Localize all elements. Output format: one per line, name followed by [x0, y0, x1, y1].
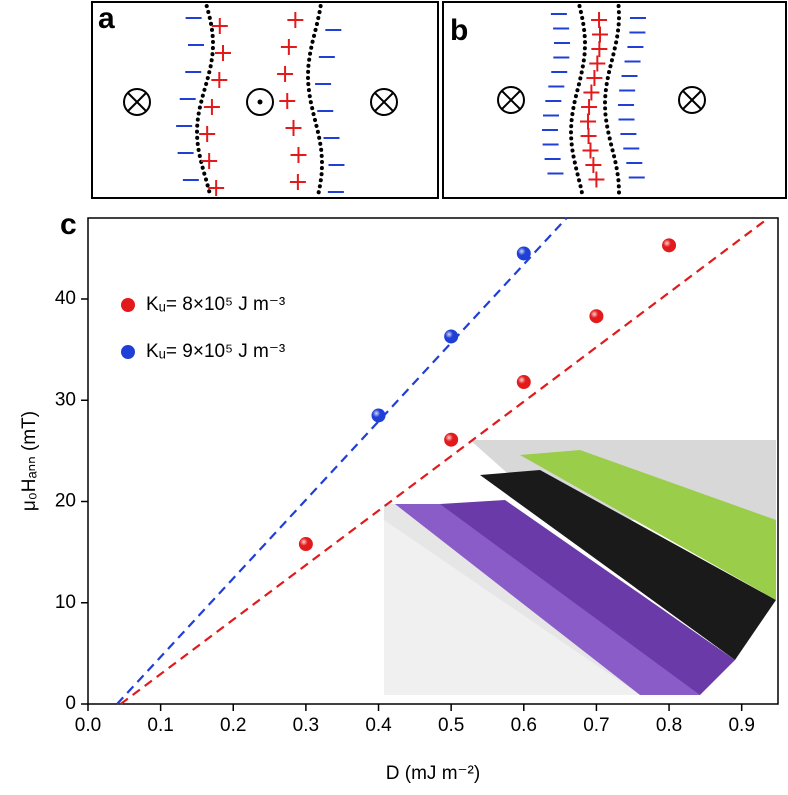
x-tick-label: 0.4: [365, 715, 392, 736]
panel-label: b: [450, 14, 468, 47]
legend-label: Kᵤ= 9×10⁵ J m⁻³: [146, 341, 285, 362]
x-tick-label: 0.9: [728, 715, 754, 736]
panel-label: a: [98, 2, 115, 35]
y-tick-label: 40: [55, 288, 76, 309]
into-page: [682, 90, 702, 110]
domain-wall: [603, 4, 621, 196]
point-highlight: [516, 375, 531, 390]
out-of-page: [246, 88, 274, 116]
y-tick-label: 20: [55, 491, 76, 512]
legend-label: Kᵤ= 8×10⁵ J m⁻³: [146, 294, 285, 315]
into-page: [678, 86, 706, 114]
point-highlight: [589, 309, 604, 324]
into-page: [127, 92, 147, 112]
x-axis-label: D (mJ m⁻²): [386, 763, 480, 784]
legend-marker: [121, 345, 135, 359]
panel-a-frame: [91, 1, 439, 199]
x-tick-label: 0.2: [220, 715, 246, 736]
into-page: [374, 92, 394, 112]
point-highlight: [444, 329, 459, 344]
y-tick-label: 30: [55, 389, 76, 410]
plot-frame: [87, 217, 779, 705]
panel-b-frame: [442, 1, 787, 199]
point-highlight: [516, 246, 531, 261]
x-tick-label: 0.1: [147, 715, 173, 736]
panel-label: c: [60, 208, 77, 241]
point-highlight: [444, 432, 459, 447]
domain-wall: [195, 4, 215, 196]
x-tick-label: 0.8: [656, 715, 682, 736]
into-page: [123, 88, 151, 116]
into-page: [501, 90, 521, 110]
x-tick-label: 0.0: [75, 715, 101, 736]
into-page: [497, 86, 525, 114]
y-axis-label: μ₀Hₐₙₙ (mT): [19, 411, 40, 511]
inset-render: [384, 440, 776, 695]
x-tick-label: 0.7: [583, 715, 609, 736]
x-tick-label: 0.6: [511, 715, 537, 736]
point-highlight: [298, 537, 313, 552]
out-of-page: [257, 99, 263, 105]
x-tick-label: 0.5: [438, 715, 464, 736]
domain-wall: [569, 4, 587, 196]
into-page: [370, 88, 398, 116]
legend-marker: [121, 298, 135, 312]
domain-walls: [123, 4, 706, 196]
y-tick-label: 10: [55, 592, 76, 613]
domain-wall: [306, 4, 324, 196]
y-tick-label: 0: [65, 693, 76, 714]
plot: 0.0 0.1 0.2 0.3 0.4 0.5 0.6 0.7 0.8 0.9 0 10 20 30 40 D…: [19, 217, 779, 784]
fit-line: [116, 217, 568, 705]
point-highlight: [371, 408, 386, 423]
point-highlight: [662, 238, 677, 253]
x-tick-label: 0.3: [293, 715, 319, 736]
